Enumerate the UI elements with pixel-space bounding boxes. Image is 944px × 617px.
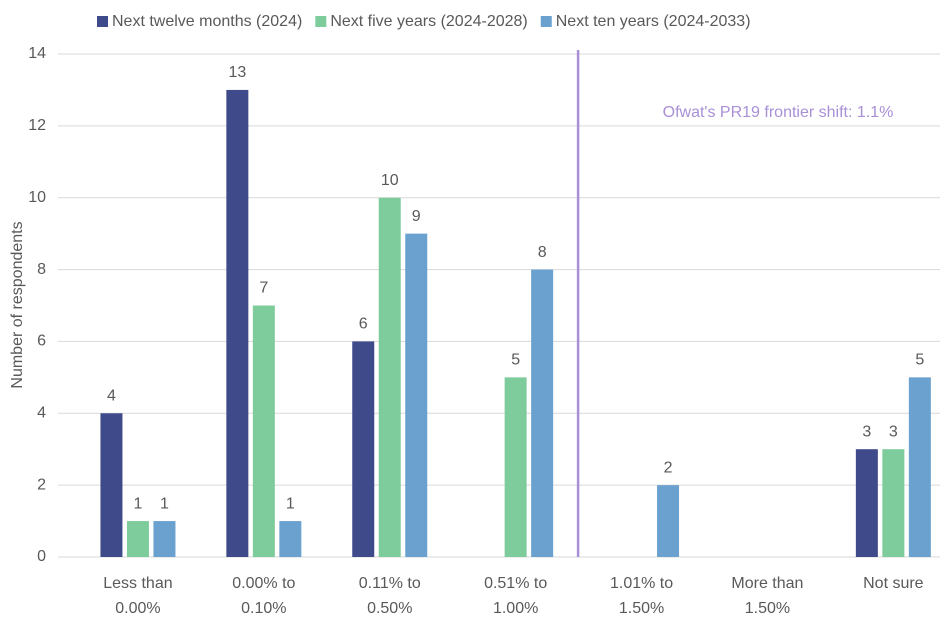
value-label: 13: [228, 64, 246, 81]
value-label: 1: [160, 495, 169, 512]
bar: [908, 377, 931, 557]
x-tick-label: 1.01% to 1.50%: [609, 575, 674, 617]
bar: [279, 521, 302, 557]
value-label: 8: [538, 244, 547, 261]
value-label: 7: [259, 280, 268, 297]
y-axis-title: Number of respondents: [9, 221, 26, 388]
x-tick-label: 0.51% to 1.00%: [484, 575, 548, 617]
y-tick-label: 0: [37, 548, 46, 565]
bar: [657, 485, 680, 557]
value-label: 10: [381, 172, 399, 189]
bar: [405, 233, 428, 557]
bar: [252, 305, 275, 557]
legend-label: Next five years (2024-2028): [330, 13, 527, 30]
x-tick-label: More than 1.50%: [731, 575, 804, 617]
legend-swatch: [540, 16, 552, 27]
bar: [126, 521, 149, 557]
legend-label: Next twelve months (2024): [112, 13, 302, 30]
annotation: Ofwat's PR19 frontier shift: 1.1%: [663, 104, 894, 121]
value-label: 1: [286, 495, 295, 512]
bar: [882, 449, 905, 557]
x-tick-label: 0.00% to 0.10%: [232, 575, 296, 617]
x-tick-label: 0.11% to 0.50%: [358, 575, 421, 617]
bar: [352, 341, 375, 557]
y-tick-label: 12: [28, 117, 46, 134]
legend-swatch: [315, 16, 327, 27]
legend-label: Next ten years (2024-2033): [556, 13, 751, 30]
value-label: 3: [862, 423, 871, 440]
legend-swatch: [97, 16, 108, 27]
bar: [226, 89, 249, 557]
y-tick-label: 10: [28, 189, 46, 206]
y-tick-label: 4: [37, 405, 46, 422]
value-label: 9: [412, 208, 421, 225]
x-tick-label: Not sure: [863, 575, 924, 592]
value-label: 5: [511, 352, 520, 369]
bar: [855, 449, 878, 557]
bar: [100, 413, 123, 557]
bar: [531, 269, 554, 557]
value-label: 1: [133, 495, 142, 512]
bar: [378, 197, 401, 557]
y-tick-label: 6: [37, 333, 46, 350]
x-tick-label: Less than 0.00%: [103, 575, 173, 617]
y-tick-label: 2: [37, 476, 46, 493]
value-label: 3: [889, 423, 898, 440]
bar: [504, 377, 527, 557]
y-tick-label: 8: [37, 261, 46, 278]
value-label: 4: [107, 388, 116, 405]
value-label: 6: [359, 316, 368, 333]
bar: [153, 521, 176, 557]
value-label: 5: [915, 352, 924, 369]
value-label: 2: [664, 459, 673, 476]
y-tick-label: 14: [28, 45, 46, 62]
